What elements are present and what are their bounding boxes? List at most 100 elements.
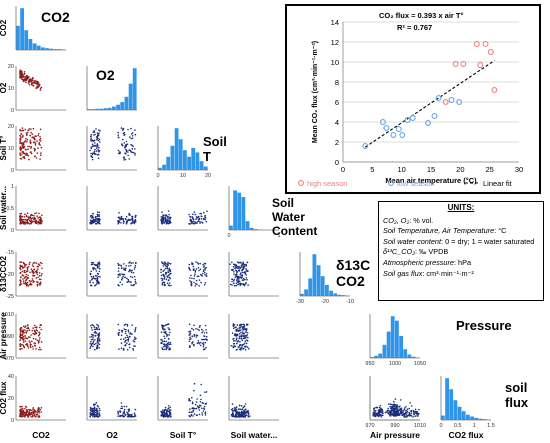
histogram-bar bbox=[20, 8, 24, 50]
data-point bbox=[124, 330, 127, 333]
data-point bbox=[241, 269, 243, 272]
data-point bbox=[129, 275, 132, 278]
data-point bbox=[392, 403, 394, 406]
data-point bbox=[164, 406, 167, 409]
data-point bbox=[36, 326, 38, 328]
data-point bbox=[400, 399, 402, 401]
data-point bbox=[122, 347, 125, 350]
diagonal-label: Soil bbox=[272, 196, 294, 210]
data-point bbox=[242, 411, 245, 413]
data-point bbox=[30, 411, 33, 414]
data-point bbox=[237, 408, 240, 411]
data-point bbox=[203, 338, 206, 341]
data-point bbox=[239, 283, 242, 286]
data-point bbox=[169, 217, 171, 220]
data-point bbox=[93, 326, 96, 329]
low-season-point bbox=[425, 120, 432, 126]
data-point bbox=[121, 414, 124, 417]
tick-label: -25 bbox=[6, 294, 14, 300]
histogram-bar bbox=[411, 356, 416, 358]
data-point bbox=[241, 326, 244, 328]
data-point bbox=[163, 276, 166, 278]
data-point bbox=[236, 348, 238, 351]
diagonal-label: CO2 bbox=[336, 273, 365, 289]
data-point bbox=[390, 409, 393, 411]
data-point bbox=[391, 405, 394, 408]
histogram-bar bbox=[32, 43, 37, 50]
data-point bbox=[39, 282, 42, 285]
data-point bbox=[95, 402, 98, 404]
data-point bbox=[242, 335, 245, 338]
high-season-point bbox=[452, 61, 459, 67]
data-point bbox=[40, 152, 42, 154]
histogram-bar bbox=[403, 349, 408, 358]
data-point bbox=[36, 215, 38, 217]
data-point bbox=[131, 276, 134, 279]
data-point bbox=[198, 409, 201, 411]
data-point bbox=[98, 215, 100, 218]
scatter-cell bbox=[89, 211, 137, 225]
data-point bbox=[98, 151, 100, 153]
data-point bbox=[202, 263, 204, 266]
data-point bbox=[118, 221, 120, 224]
histogram-bar bbox=[249, 227, 254, 230]
data-point bbox=[397, 408, 399, 410]
scatter-cell bbox=[229, 261, 249, 287]
data-point bbox=[126, 348, 129, 351]
data-point bbox=[380, 416, 383, 418]
data-point bbox=[130, 262, 133, 265]
data-point bbox=[160, 222, 163, 224]
data-point bbox=[245, 274, 247, 276]
data-point bbox=[195, 328, 197, 330]
tick-label: 0 bbox=[11, 418, 14, 424]
data-point bbox=[170, 272, 172, 275]
data-point bbox=[167, 327, 169, 329]
data-point bbox=[190, 414, 192, 417]
histogram-bar bbox=[45, 48, 49, 50]
legend-high-season-label: high season bbox=[307, 179, 347, 188]
histogram-bar bbox=[87, 109, 91, 110]
histogram-bar bbox=[466, 414, 470, 420]
data-point bbox=[245, 342, 248, 345]
histogram bbox=[441, 378, 491, 420]
data-point bbox=[161, 411, 164, 414]
data-point bbox=[98, 343, 101, 346]
data-point bbox=[94, 416, 96, 418]
data-point bbox=[168, 262, 170, 265]
data-point bbox=[97, 410, 99, 412]
data-point bbox=[204, 216, 207, 219]
data-point bbox=[25, 332, 28, 334]
data-point bbox=[242, 409, 245, 412]
data-point bbox=[38, 333, 41, 336]
data-point bbox=[188, 340, 191, 343]
data-point bbox=[395, 412, 398, 414]
data-point bbox=[134, 266, 136, 269]
data-point bbox=[202, 410, 205, 412]
data-point bbox=[28, 84, 31, 86]
data-point bbox=[128, 262, 130, 264]
data-point bbox=[245, 263, 247, 266]
data-point bbox=[127, 154, 129, 157]
data-point bbox=[238, 276, 240, 279]
data-point bbox=[26, 267, 29, 269]
histogram-bar bbox=[53, 49, 58, 50]
data-point bbox=[238, 327, 241, 329]
data-point bbox=[390, 407, 393, 410]
data-point bbox=[91, 329, 93, 331]
data-point bbox=[118, 329, 120, 331]
data-point bbox=[22, 413, 25, 416]
data-point bbox=[118, 136, 120, 139]
data-point bbox=[125, 222, 128, 224]
data-point bbox=[170, 343, 172, 346]
data-point bbox=[243, 325, 246, 328]
data-point bbox=[408, 413, 411, 415]
data-point bbox=[195, 334, 198, 337]
data-point bbox=[189, 218, 192, 221]
data-point bbox=[247, 409, 249, 412]
data-point bbox=[167, 337, 170, 340]
data-point bbox=[244, 271, 247, 273]
data-point bbox=[164, 337, 166, 340]
data-point bbox=[94, 339, 96, 341]
data-point bbox=[118, 151, 121, 153]
data-point bbox=[131, 135, 134, 137]
